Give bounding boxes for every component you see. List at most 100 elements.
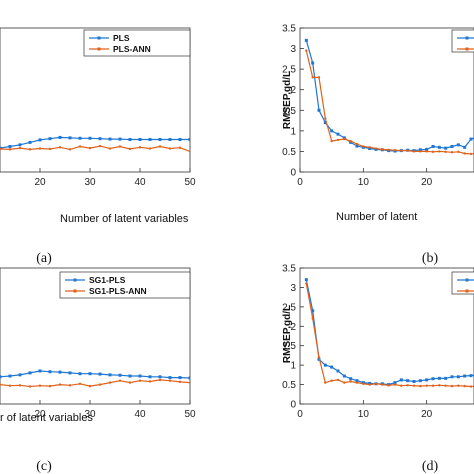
series-point [188, 381, 190, 384]
series-point [128, 374, 132, 378]
series-point [178, 380, 182, 384]
series-point [128, 137, 132, 141]
series-point [362, 382, 365, 385]
series-point [419, 150, 422, 153]
series-point [8, 374, 12, 378]
series-line-2 [0, 379, 190, 388]
series-point [88, 372, 92, 376]
series-point [425, 384, 428, 387]
x-tick-label: 30 [84, 177, 96, 188]
series-point [463, 374, 467, 378]
panel-caption: (c) [36, 459, 52, 474]
series-point [68, 371, 72, 375]
series-point [168, 137, 172, 141]
series-point [336, 378, 340, 382]
series-point [118, 137, 122, 141]
series-point [336, 138, 340, 142]
series-point [305, 49, 308, 52]
series-point [98, 137, 102, 141]
series-point [28, 140, 32, 144]
y-tick-label: 0 [290, 168, 296, 179]
series-point [108, 147, 112, 150]
y-tick-label: 3.5 [282, 264, 296, 275]
series-point [437, 145, 441, 149]
y-tick-label: 0.5 [282, 147, 296, 158]
series-point [138, 137, 142, 141]
x-tick-label: 20 [34, 177, 46, 188]
series-point [311, 76, 314, 79]
series-point [78, 145, 82, 148]
series-point [393, 148, 397, 152]
x-axis-label: Number of latent [336, 211, 417, 223]
series-point [28, 371, 32, 375]
series-point [431, 150, 435, 154]
y-tick-label: 0.5 [282, 380, 296, 391]
series-point [178, 376, 182, 380]
series-point [431, 377, 435, 381]
series-point [342, 136, 346, 140]
legend-marker [97, 36, 101, 40]
y-tick-label: 2 [290, 85, 296, 96]
series-point [78, 372, 82, 376]
series-point [304, 38, 308, 42]
series-point [469, 152, 473, 156]
series-point [349, 140, 353, 144]
series-point [178, 146, 182, 149]
x-tick-label: 20 [34, 409, 46, 420]
series-point [311, 317, 314, 320]
series-point [68, 136, 72, 140]
series-point [406, 384, 409, 387]
series-point [78, 382, 82, 385]
series-point [431, 384, 435, 387]
y-tick-label: 1.5 [282, 106, 296, 117]
series-point [437, 376, 441, 380]
plot-area [0, 369, 190, 388]
series-point [406, 149, 409, 152]
series-point [0, 375, 2, 379]
series-point [374, 147, 378, 150]
series-point [450, 384, 454, 388]
series-point [418, 379, 422, 383]
series-point [188, 137, 190, 141]
series-point [450, 375, 454, 379]
legend-marker [97, 47, 101, 51]
series-point [118, 145, 122, 148]
series-point [108, 381, 112, 384]
series-point [336, 132, 340, 136]
series-point [305, 282, 308, 285]
series-point [168, 376, 172, 380]
series-point [28, 148, 32, 151]
series-point [323, 363, 327, 367]
series-point [342, 374, 346, 378]
series-point [0, 147, 2, 151]
panel-caption: (d) [422, 459, 439, 474]
y-tick-label: 2.5 [282, 65, 296, 76]
series-point [324, 381, 327, 384]
legend-marker [465, 278, 469, 282]
chart-panel-4: 0 10 20 0 0.5 1 1.5 2 2.5 3 3.5 RMSEP,gd/L (d) [282, 264, 474, 474]
series-point [444, 146, 448, 150]
plot-area [0, 135, 190, 153]
y-tick-label: 2 [290, 322, 296, 333]
series-point [400, 149, 403, 152]
series-point [425, 378, 429, 382]
series-point [438, 384, 441, 387]
y-tick-label: 1.5 [282, 341, 296, 352]
series-point [362, 145, 365, 148]
series-point [336, 369, 340, 373]
y-tick-label: 0 [290, 400, 296, 411]
series-point [456, 143, 460, 147]
series-point [457, 150, 460, 154]
series-point [406, 379, 410, 383]
series-point [128, 147, 132, 151]
series-point [330, 365, 334, 369]
series-point [118, 373, 122, 377]
x-tick-label: 0 [297, 177, 303, 188]
series-point [317, 356, 321, 359]
series-point [412, 379, 416, 383]
series-point [138, 379, 142, 382]
series-point [330, 129, 334, 133]
series-point [400, 384, 403, 387]
series-point [381, 148, 384, 151]
series-point [118, 379, 122, 382]
